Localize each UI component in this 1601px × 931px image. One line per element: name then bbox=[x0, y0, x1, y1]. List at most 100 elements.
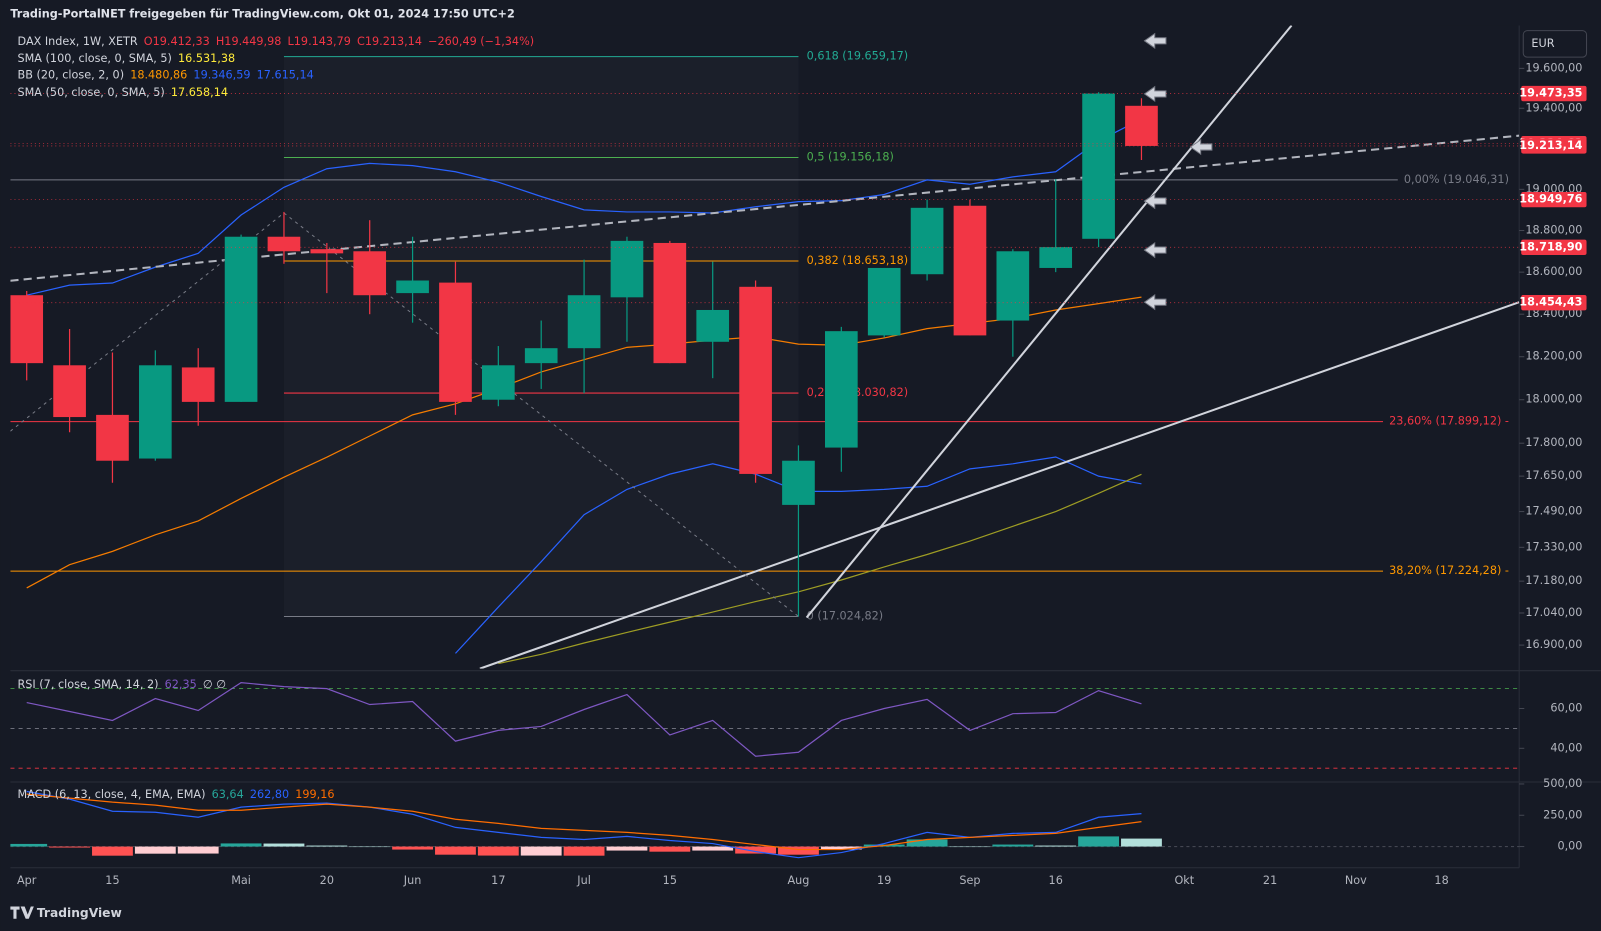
y-tick-label: 17.490,00 bbox=[1525, 505, 1582, 518]
candle-body bbox=[53, 365, 86, 418]
histogram-bar bbox=[349, 846, 391, 848]
y-tick-label: 18.800,00 bbox=[1525, 224, 1582, 237]
x-tick-label: Jun bbox=[403, 874, 422, 887]
histogram-bar bbox=[306, 845, 348, 847]
legend-item: 63,64 bbox=[212, 788, 244, 801]
legend-item: −260,49 (−1,34%) bbox=[428, 35, 534, 48]
candle-body bbox=[825, 331, 858, 448]
legend-item: C19.213,14 bbox=[357, 35, 422, 48]
legend-item: RSI (7, close, SMA, 14, 2) bbox=[18, 678, 159, 691]
candle-body bbox=[1125, 105, 1158, 146]
alert-arrow bbox=[1143, 85, 1167, 103]
legend-item: 19.346,59 bbox=[193, 69, 250, 82]
histogram-bar bbox=[435, 846, 476, 855]
currency[interactable]: EUR bbox=[1531, 37, 1554, 50]
histogram-bar bbox=[606, 846, 648, 851]
histogram-bar bbox=[906, 839, 948, 847]
histogram-bar bbox=[1078, 836, 1119, 847]
histogram-bar bbox=[1121, 838, 1162, 847]
y-tick-label: 18.600,00 bbox=[1525, 265, 1582, 278]
candle-body bbox=[867, 267, 901, 336]
logo-icon[interactable] bbox=[10, 906, 34, 919]
indicator-line bbox=[26, 793, 1142, 851]
candle-body bbox=[910, 207, 944, 275]
y-tick-label: 250,00 bbox=[1543, 808, 1582, 821]
histogram-bar bbox=[10, 843, 48, 847]
candle-body bbox=[224, 236, 258, 402]
y-tick-label: 18.400,00 bbox=[1525, 307, 1582, 320]
candle-body bbox=[181, 367, 215, 402]
price-label: 19.473,35 bbox=[1519, 87, 1582, 100]
legend-item: H19.449,98 bbox=[216, 35, 282, 48]
x-tick-label: 21 bbox=[1263, 874, 1277, 887]
x-tick-label: 15 bbox=[663, 874, 677, 887]
y-tick-label: 60,00 bbox=[1550, 702, 1582, 715]
y-tick-label: 17.330,00 bbox=[1525, 540, 1582, 553]
candle-body bbox=[267, 236, 301, 252]
rsi-pane bbox=[10, 682, 1520, 769]
histogram-bar bbox=[92, 846, 133, 856]
legend-item: SMA (50, close, 0, SMA, 5) bbox=[18, 86, 165, 99]
macd-pane bbox=[10, 790, 1520, 859]
candle-body bbox=[782, 460, 815, 505]
price-label: 18.949,76 bbox=[1519, 193, 1582, 206]
level-label: 38,20% (17.224,28) - bbox=[1389, 564, 1509, 577]
alert-arrow bbox=[1143, 241, 1167, 259]
legend-item: SMA (100, close, 0, SMA, 5) bbox=[18, 52, 172, 65]
legend-item: ∅ ∅ bbox=[203, 678, 226, 691]
candle-body bbox=[1082, 93, 1115, 239]
legend-item: O19.412,33 bbox=[144, 35, 210, 48]
candle-body bbox=[567, 295, 601, 349]
price-label: 18.718,90 bbox=[1519, 240, 1582, 253]
histogram-bar bbox=[563, 846, 605, 856]
y-tick-label: 18.200,00 bbox=[1525, 350, 1582, 363]
trendline bbox=[10, 134, 1520, 282]
currency-box[interactable] bbox=[1522, 30, 1588, 58]
candle-body bbox=[524, 348, 558, 364]
candle-body bbox=[996, 251, 1030, 321]
alert-arrow bbox=[1143, 294, 1167, 311]
indicator-line bbox=[498, 473, 1142, 665]
legend-item: 199,16 bbox=[295, 788, 334, 801]
indicator-line bbox=[26, 118, 1142, 296]
x-tick-label: Mai bbox=[231, 874, 251, 887]
y-tick-label: 0,00 bbox=[1557, 840, 1582, 853]
candle-body bbox=[610, 240, 644, 298]
histogram-bar bbox=[692, 846, 734, 851]
histogram-bar bbox=[820, 846, 862, 850]
histogram-bar bbox=[778, 846, 819, 855]
candle-body bbox=[439, 282, 472, 402]
x-tick-label: Sep bbox=[959, 874, 980, 887]
candle-body bbox=[696, 309, 730, 342]
price-label-box bbox=[1521, 239, 1587, 255]
histogram-bar bbox=[735, 846, 776, 854]
indicator-line bbox=[26, 682, 1142, 757]
price-label-box bbox=[1521, 138, 1587, 154]
histogram-bar bbox=[392, 846, 433, 850]
histogram-bar bbox=[263, 843, 305, 847]
histogram-bar bbox=[949, 846, 991, 848]
overlay: 19.600,0019.400,0019.000,0018.800,0018.6… bbox=[17, 35, 1587, 887]
histogram-bar bbox=[49, 846, 90, 848]
histogram-bar bbox=[1035, 845, 1077, 847]
alert-arrow bbox=[1143, 32, 1167, 49]
candle-body bbox=[139, 365, 172, 459]
y-tick-label: 17.040,00 bbox=[1525, 606, 1582, 619]
brand[interactable]: TradingView bbox=[37, 906, 122, 920]
legend-item: 17.615,14 bbox=[257, 69, 314, 82]
histogram-bar bbox=[992, 844, 1034, 847]
alert-arrows bbox=[1143, 32, 1213, 311]
brand-logo[interactable]: TradingView bbox=[10, 906, 122, 920]
histogram-bar bbox=[220, 843, 262, 847]
indicator-line bbox=[26, 790, 1142, 859]
fib-label: 0,382 (18.653,18) bbox=[807, 254, 909, 267]
x-tick-label: 15 bbox=[105, 874, 119, 887]
histogram-bar bbox=[177, 846, 219, 854]
x-tick-label: Jul bbox=[576, 874, 591, 887]
price-label-box bbox=[1521, 85, 1587, 102]
candle-body bbox=[310, 249, 344, 254]
x-tick-label: Aug bbox=[788, 874, 810, 887]
y-tick-label: 19.400,00 bbox=[1525, 101, 1582, 114]
candle-body bbox=[1039, 247, 1073, 268]
y-tick-label: 17.650,00 bbox=[1525, 469, 1582, 482]
